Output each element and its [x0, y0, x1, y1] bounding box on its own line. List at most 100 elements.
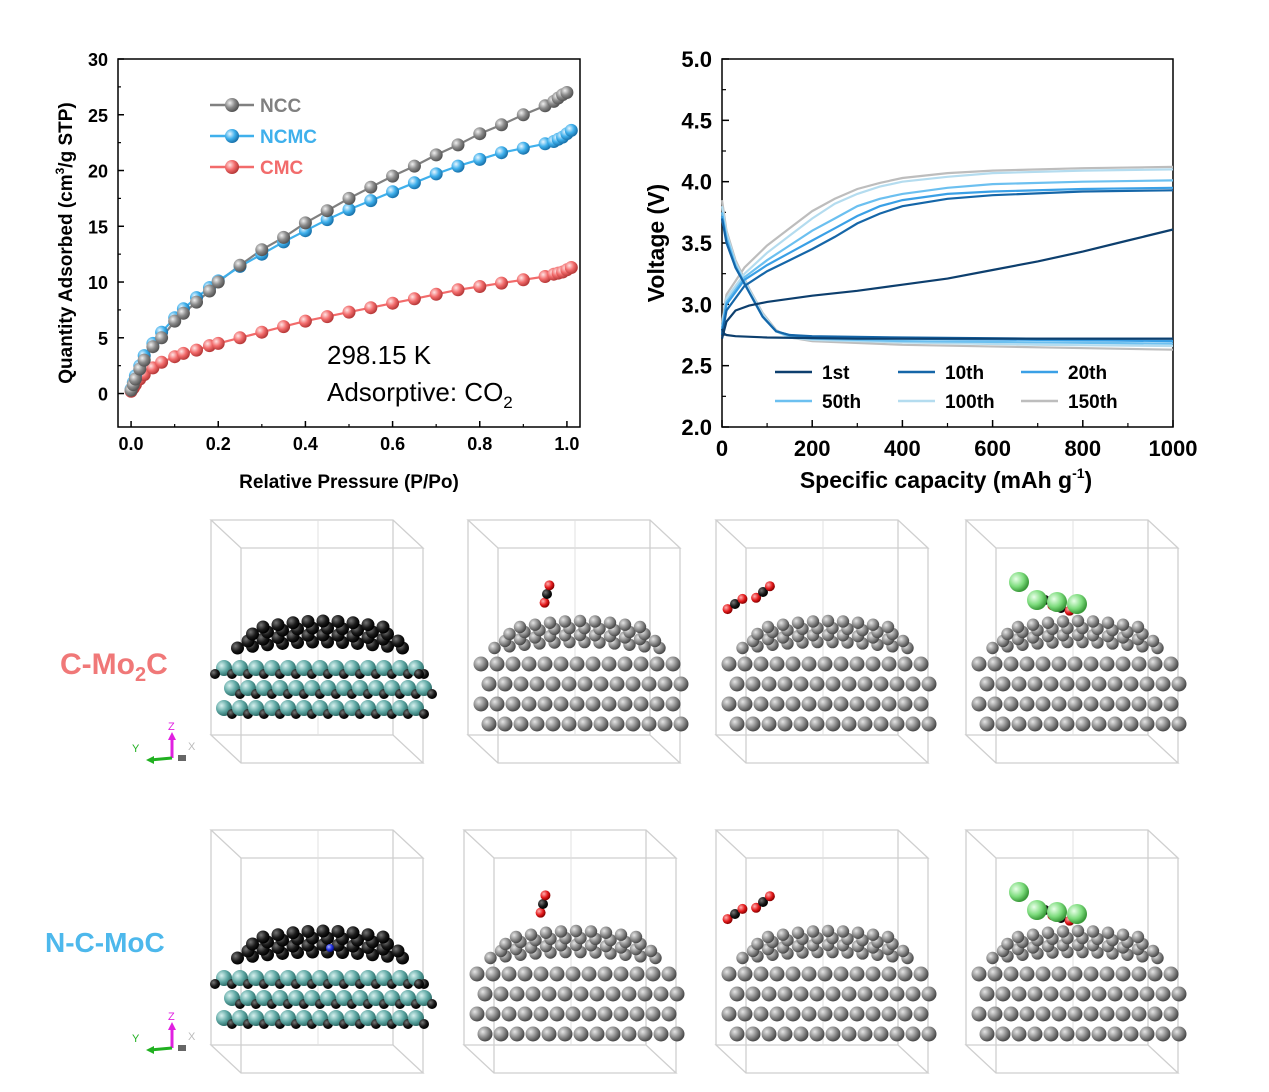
y-axis-label: Voltage (V) — [643, 184, 669, 302]
point-ncc — [176, 306, 190, 320]
x-axis-label: Specific capacity (mAh g-1) — [800, 465, 1092, 493]
legend-marker — [225, 98, 239, 112]
y-tick-label: 5.0 — [681, 47, 712, 72]
x-tick-label: 800 — [1064, 436, 1101, 461]
point-ncc — [342, 191, 356, 205]
point-ncmc — [364, 194, 378, 208]
adsorbate — [539, 580, 555, 608]
point-ncc — [560, 86, 574, 99]
point-ncc — [190, 295, 203, 309]
axis-x-label: X — [188, 741, 196, 753]
structure-box-3 — [714, 519, 937, 764]
atom-slab — [469, 924, 685, 1042]
legend-label-1st: 1st — [822, 363, 850, 384]
series-50th-charge — [720, 179, 1174, 330]
x-tick-label: 0.0 — [119, 434, 144, 454]
point-cmc — [277, 320, 291, 334]
adsorbate — [722, 891, 775, 925]
point-ncc — [320, 204, 334, 218]
y-tick-label: 30 — [88, 50, 108, 70]
series-150th-charge — [720, 165, 1174, 323]
point-ncc — [211, 275, 225, 289]
point-ncc — [451, 138, 465, 152]
point-ncc — [277, 230, 291, 244]
structure-box-4 — [964, 519, 1187, 764]
x-tick-label: 0.8 — [467, 434, 492, 454]
y-tick-label: 10 — [88, 273, 108, 293]
point-ncmc — [516, 141, 530, 155]
axis-y-label: Y — [132, 743, 140, 755]
legend-label-ncmc: NCMC — [260, 127, 317, 148]
point-ncmc — [451, 159, 465, 173]
atom-slab — [971, 924, 1187, 1042]
point-cmc — [298, 314, 312, 328]
point-cmc — [190, 343, 203, 357]
point-ncc — [255, 243, 269, 257]
point-ncmc — [342, 203, 356, 216]
point-cmc — [407, 292, 421, 306]
series-20th-charge — [720, 186, 1174, 332]
point-ncc — [233, 258, 247, 272]
point-ncc — [203, 284, 216, 298]
series-150th-discharge — [720, 199, 1174, 351]
legend: NCC NCMC CMC — [210, 96, 317, 179]
point-ncc — [429, 148, 443, 162]
legend-label-20th: 20th — [1068, 363, 1107, 384]
point-ncc — [146, 340, 160, 354]
structure-box-6 — [462, 829, 685, 1074]
structure-box-1 — [209, 519, 437, 764]
point-ncc — [128, 372, 142, 386]
y-tick-label: 2.5 — [681, 354, 712, 379]
atom-slab — [971, 614, 1187, 732]
point-ncmc — [495, 146, 508, 160]
atom-slab — [721, 924, 937, 1042]
point-ncmc — [473, 152, 487, 166]
y-tick-label: 20 — [88, 162, 108, 182]
voltage-capacity-chart: 0 200 400 600 800 1000 2.0 2.5 3.0 3.5 4.0 4.5 5.0 1… — [643, 47, 1198, 493]
axis-y-label: Y — [132, 1033, 140, 1045]
legend-label-10th: 10th — [945, 363, 984, 384]
point-ncmc — [386, 185, 400, 199]
point-cmc — [255, 325, 269, 339]
point-ncmc — [429, 167, 443, 181]
legend-label-150th: 150th — [1068, 392, 1118, 413]
legend-label-cmc: CMC — [260, 158, 304, 179]
point-ncc — [155, 331, 169, 345]
point-cmc — [564, 261, 578, 274]
x-tick-label: 0 — [716, 436, 728, 461]
legend-marker — [225, 129, 239, 143]
atom-slab — [473, 614, 689, 732]
annotation-temperature: 298.15 K — [327, 340, 432, 370]
point-ncmc — [564, 123, 578, 137]
point-cmc — [233, 331, 247, 345]
atom-slab — [721, 614, 937, 732]
x-tick-label: 600 — [974, 436, 1011, 461]
point-ncc — [386, 169, 400, 183]
point-cmc — [176, 346, 190, 360]
adsorbate — [535, 890, 551, 918]
x-tick-label: 1.0 — [554, 434, 579, 454]
point-cmc — [320, 310, 334, 324]
axis-ticks: 0.0 0.2 0.4 0.6 0.8 1.0 0 5 10 15 20 25 30 — [88, 50, 579, 454]
atom-slab — [210, 924, 437, 1029]
row-label-c-mo2c: C-Mo2C — [60, 648, 168, 686]
series-1st-charge — [720, 228, 1174, 339]
y-tick-label: 25 — [88, 106, 108, 126]
series-lines — [720, 165, 1174, 351]
y-tick-label: 0 — [98, 385, 108, 405]
point-ncc — [407, 159, 421, 173]
point-ncmc — [320, 213, 334, 227]
point-cmc — [364, 301, 378, 315]
legend-label-ncc: NCC — [260, 96, 301, 117]
adsorbate — [722, 581, 775, 615]
y-tick-label: 2.0 — [681, 415, 712, 440]
series-points — [124, 86, 578, 398]
axis-z-label: Z — [168, 1011, 175, 1023]
axis-x-label: X — [188, 1031, 196, 1043]
structure-box-7 — [714, 829, 937, 1074]
y-tick-label: 3.0 — [681, 292, 712, 317]
x-tick-label: 1000 — [1149, 436, 1198, 461]
point-ncc — [495, 118, 508, 132]
y-tick-label: 3.5 — [681, 231, 712, 256]
y-tick-label: 5 — [98, 329, 108, 349]
